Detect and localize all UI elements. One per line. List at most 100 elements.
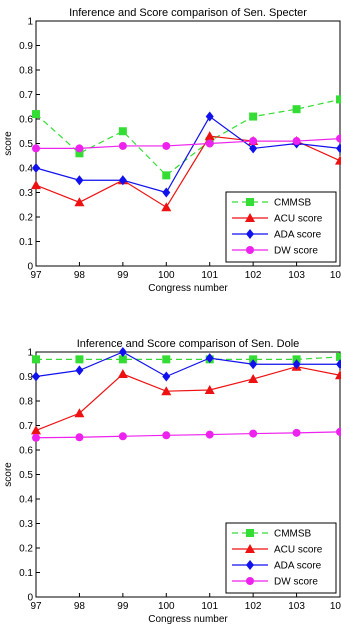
x-tick-label: 101 [201,601,218,612]
data-point [32,163,40,173]
y-tick-label: 0.2 [19,213,33,224]
series-line [35,115,341,194]
data-point [292,137,301,146]
data-point [31,425,41,435]
y-tick-label: 0.4 [19,495,33,506]
legend: CMMSB ACU score ADA score DW score [225,191,337,263]
x-tick-label: 98 [74,270,86,281]
legend-marker [245,544,255,553]
x-axis-label: Congress number [148,283,228,294]
series-line [35,366,341,431]
data-point [32,144,40,153]
x-tick-label: 97 [30,270,42,281]
legend-marker [246,560,254,570]
data-point [118,175,127,186]
data-point [118,355,127,364]
data-point [74,197,85,207]
legend-marker [246,229,254,239]
legend: CMMSB ACU score ADA score DW score [225,522,337,594]
y-tick-label: 0.3 [19,519,33,530]
y-tick-label: 0 [27,593,33,604]
data-point [74,408,85,418]
data-point [292,359,301,370]
data-point [335,370,341,380]
chart-1: Inference and Score comparison of Sen. S… [3,7,341,294]
y-tick-label: 0.1 [19,237,33,248]
x-axis-label: Congress number [148,614,228,625]
data-point [75,355,84,364]
data-point [335,155,341,165]
data-point [32,433,40,442]
legend-label: ACU score [274,214,323,225]
data-point [75,149,84,158]
series-dw-score [32,427,341,442]
y-tick-label: 0.9 [19,372,33,383]
x-tick-label: 100 [158,601,175,612]
chart-title: Inference and Score comparison of Sen. D… [77,338,300,350]
data-point [249,429,258,438]
y-tick-label: 0.1 [19,568,33,579]
series-line [36,356,341,360]
data-point [118,127,127,136]
y-tick-label: 1 [27,17,33,28]
y-tick-label: 0.9 [19,41,33,52]
data-point [249,137,258,146]
data-point [118,347,127,357]
data-point [162,431,171,440]
data-point [249,359,258,370]
y-tick-label: 0.4 [19,164,33,175]
x-tick-label: 99 [117,601,129,612]
x-tick-label: 10 [330,270,341,281]
data-point [205,139,214,148]
series-line [36,138,341,149]
data-point [204,131,215,141]
data-point [75,365,84,376]
data-point [336,95,341,104]
legend-marker [245,213,255,222]
legend-label: CMMSB [274,198,312,209]
series-dw-score [32,134,341,153]
y-tick-label: 0 [27,262,33,273]
y-tick-label: 0.2 [19,544,33,555]
x-tick-label: 98 [74,601,86,612]
data-point [249,112,258,121]
data-point [205,111,214,122]
y-axis-label: score [3,462,14,487]
legend-marker [246,577,254,585]
series-ada-score [32,347,341,382]
y-tick-label: 0.7 [19,90,33,101]
data-point [75,433,84,442]
data-point [336,134,341,143]
series-line [35,98,341,177]
chart-title: Inference and Score comparison of Sen. S… [69,7,307,19]
data-point [75,144,84,153]
data-point [292,428,301,437]
y-tick-label: 0.3 [19,188,33,199]
x-tick-label: 103 [288,601,305,612]
data-point [249,143,258,154]
y-tick-label: 0.7 [19,421,33,432]
x-tick-label: 10 [330,601,341,612]
x-tick-label: 101 [201,270,218,281]
legend-label: ACU score [274,545,323,556]
y-tick-label: 0.8 [19,397,33,408]
x-tick-label: 99 [117,270,129,281]
data-point [336,352,341,361]
legend-label: ADA score [274,561,322,572]
y-tick-label: 0.6 [19,446,33,457]
x-tick-label: 100 [158,270,175,281]
x-tick-label: 97 [30,601,42,612]
data-point [205,353,214,364]
legend-marker [246,246,254,254]
data-point [336,359,341,370]
legend-label: DW score [274,246,318,257]
data-point [75,175,84,186]
data-point [336,427,341,436]
series-cmmsb [32,95,341,180]
legend-label: ADA score [274,230,322,241]
legend-label: CMMSB [274,529,312,540]
y-tick-label: 0.5 [19,470,33,481]
data-point [118,141,127,150]
data-point [248,373,259,383]
data-point [161,386,172,396]
